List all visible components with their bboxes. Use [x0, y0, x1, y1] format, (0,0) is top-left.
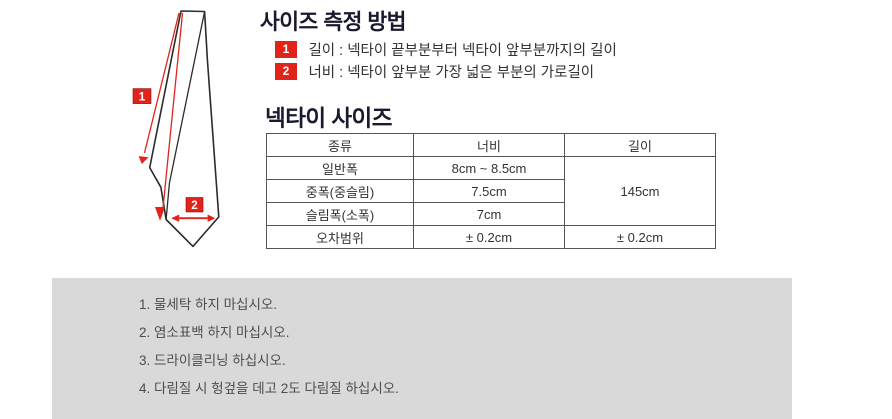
svg-text:2: 2 [191, 200, 197, 212]
svg-text:1: 1 [139, 90, 146, 104]
